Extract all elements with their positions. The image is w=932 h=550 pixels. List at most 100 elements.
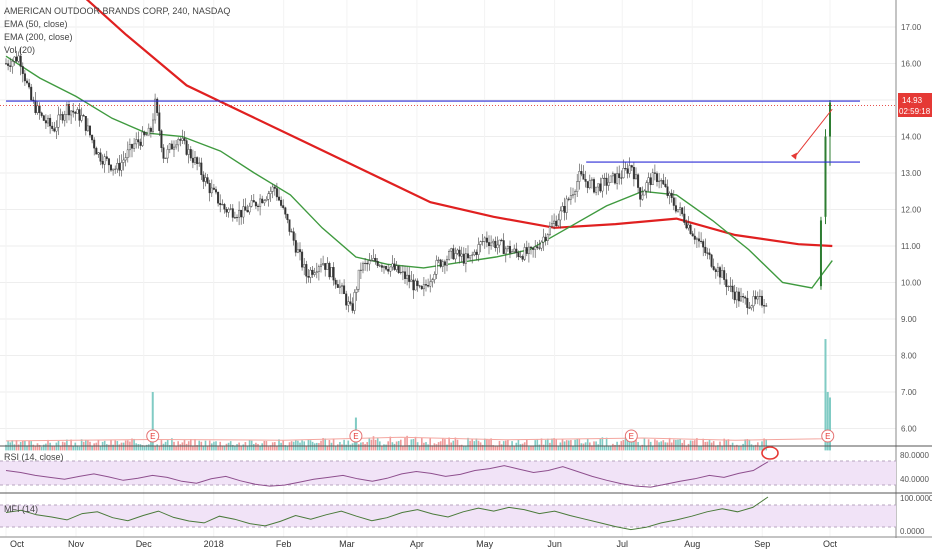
volume-bar (255, 442, 257, 451)
volume-bar (190, 439, 192, 451)
time-tick-label: 2018 (204, 539, 224, 549)
candle-down (280, 199, 283, 206)
candle-up (645, 182, 648, 192)
chart-title: AMERICAN OUTDOOR BRANDS CORP, 240, NASDA… (4, 6, 230, 16)
earnings-label: E (353, 432, 358, 441)
candle-down (200, 162, 203, 176)
candle-down (670, 192, 673, 198)
volume-bar (211, 443, 213, 451)
candle-down (500, 239, 503, 241)
candle-up (641, 194, 644, 200)
volume-bar (345, 444, 347, 451)
volume-bar (740, 446, 742, 451)
volume-bar (406, 435, 408, 451)
candle-up (353, 292, 356, 311)
volume-bar (124, 440, 127, 451)
candle-up (172, 146, 175, 150)
volume-bar (49, 442, 51, 451)
candle-up (542, 236, 545, 243)
volume-bar (158, 446, 161, 451)
volume-bar (481, 444, 484, 451)
candle-up (154, 98, 157, 121)
volume-bar (276, 445, 278, 451)
price-candles (4, 47, 831, 315)
candle-up (135, 139, 138, 145)
candle-down (23, 73, 26, 82)
earnings-marker[interactable] (146, 429, 160, 443)
candle-up (259, 198, 262, 207)
candle-up (460, 253, 463, 257)
volume-bar (582, 443, 585, 451)
volume-bar (654, 439, 656, 451)
volume-bar (160, 440, 163, 451)
candle-down (158, 112, 161, 131)
candle-up (758, 295, 761, 297)
volume-bar (404, 437, 406, 451)
candle-down (4, 63, 7, 65)
candle-down (742, 296, 745, 298)
candle-down (683, 213, 686, 223)
candle-up (729, 285, 732, 287)
candle-down (191, 157, 194, 163)
volume-bar (22, 440, 24, 451)
volume-bar (301, 440, 303, 451)
candle-up (370, 260, 373, 262)
time-tick-label: Aug (684, 539, 700, 549)
candle-down (521, 256, 524, 260)
volume-bar (38, 444, 41, 451)
volume-bar (465, 445, 467, 451)
volume-bar (628, 437, 631, 451)
candle-up (603, 177, 606, 179)
candle-down (15, 56, 18, 62)
volume-bar (53, 445, 56, 451)
volume-bar (278, 439, 280, 451)
volume-bar (127, 440, 129, 451)
candle-up (422, 284, 425, 290)
volume-bar (742, 443, 744, 451)
earnings-marker[interactable] (349, 429, 363, 443)
volume-bar (139, 444, 142, 451)
volume-bar (381, 445, 383, 451)
time-tick-label: Jul (617, 539, 629, 549)
candle-down (252, 200, 255, 203)
candle-down (246, 210, 249, 213)
candle-down (137, 139, 140, 143)
candle-down (626, 168, 629, 174)
horizontal-levels[interactable] (0, 100, 896, 163)
volume-bar (234, 446, 236, 451)
candle-down (567, 198, 570, 200)
candle-up (498, 239, 501, 246)
candle-up (429, 281, 432, 287)
candle-down (301, 251, 304, 268)
volume-bar (410, 439, 413, 451)
candle-down (7, 63, 10, 66)
volume-bar (727, 439, 730, 451)
volume-bar (36, 443, 39, 451)
ema-200-line (85, 0, 833, 248)
volume-bar (500, 444, 503, 451)
volume-bar (154, 446, 156, 451)
candle-down (88, 125, 91, 136)
indicator-ema50[interactable]: EMA (50, close) (4, 19, 68, 29)
volume-bar (400, 439, 402, 451)
candle-up (540, 241, 543, 249)
indicator-volume[interactable]: Vol (20) (4, 45, 35, 55)
earnings-marker[interactable] (821, 429, 835, 443)
indicator-ema200[interactable]: EMA (200, close) (4, 32, 73, 42)
candle-up (622, 168, 625, 179)
candle-down (693, 235, 696, 240)
earnings-marker[interactable] (624, 429, 638, 443)
volume-bar (385, 444, 387, 451)
mfi-title: MFI (14) (4, 504, 38, 514)
candle-down (393, 263, 396, 270)
volume-bar (179, 444, 182, 451)
volume-bar (43, 444, 45, 451)
candle-down (664, 183, 667, 187)
volume-bar (444, 439, 446, 451)
volume-bar (242, 444, 245, 451)
candle-up (735, 291, 738, 301)
volume-bar (114, 440, 116, 451)
projection-arrow[interactable] (794, 108, 833, 157)
